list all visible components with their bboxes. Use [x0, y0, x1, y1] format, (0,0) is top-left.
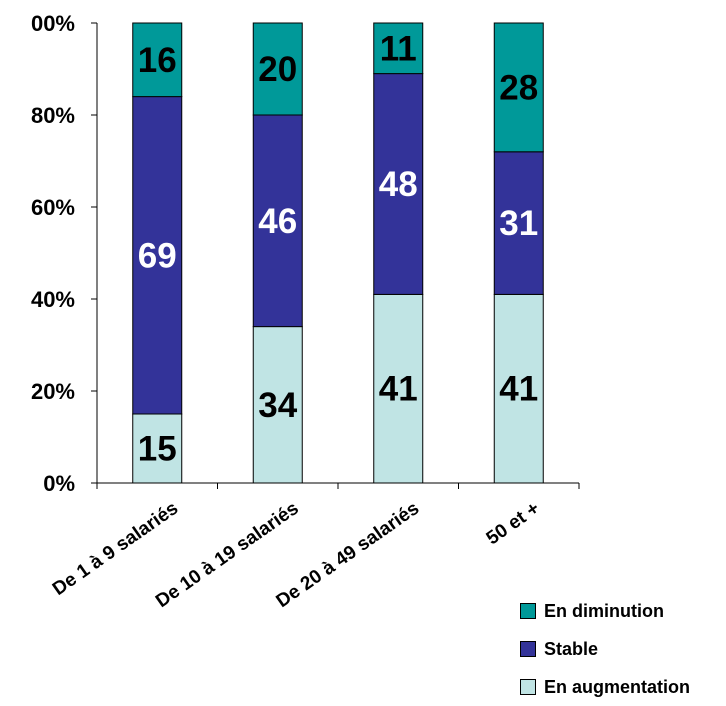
data-label: 20: [258, 50, 297, 89]
data-label: 16: [138, 41, 177, 80]
data-label: 11: [380, 29, 417, 68]
bar-segment: [252, 22, 303, 116]
data-label: 69: [138, 236, 177, 275]
y-tick-label: 40%: [31, 287, 75, 312]
data-label: 46: [258, 202, 297, 241]
y-tick-label: 20%: [31, 379, 75, 404]
data-label: 41: [379, 370, 418, 409]
bar-segment: [252, 326, 303, 484]
data-label: 41: [499, 370, 538, 409]
legend-swatch: [520, 679, 536, 695]
y-tick-label: 60%: [31, 195, 75, 220]
data-label: 28: [499, 68, 538, 107]
legend-label: Stable: [544, 638, 599, 659]
x-category-label: 50 et +: [483, 498, 544, 549]
data-label: 34: [258, 386, 297, 425]
bar-segment: [132, 96, 183, 415]
y-tick-label: 0%: [43, 471, 75, 496]
y-tick-label: 80%: [31, 103, 75, 128]
data-label: 15: [138, 430, 177, 469]
bar-segment: [493, 151, 544, 295]
data-label: 48: [379, 165, 418, 204]
legend-label: En augmentation: [544, 676, 691, 697]
legend-item: Stable: [520, 630, 690, 668]
data-label: 31: [499, 204, 538, 243]
bar-segment: [493, 22, 544, 153]
bar-segment: [132, 22, 183, 98]
bar-segment: [373, 22, 424, 75]
bar-segment: [373, 293, 424, 484]
legend-item: En augmentation: [520, 668, 690, 706]
y-tick-label: 00%: [31, 11, 75, 36]
legend-swatch: [520, 641, 536, 657]
bars: [132, 22, 544, 484]
legend-label: En diminution: [544, 600, 664, 621]
bar-segment: [373, 73, 424, 295]
legend-item: En diminution: [520, 592, 690, 630]
bar-segment: [493, 293, 544, 484]
data-labels: 15 69 16 34 46 20 41 48 11 41 31 28: [138, 29, 538, 468]
legend-swatch: [520, 603, 536, 619]
x-category-label: De 1 à 9 salariés: [49, 498, 182, 600]
legend: En diminution Stable En augmentation: [520, 592, 690, 706]
